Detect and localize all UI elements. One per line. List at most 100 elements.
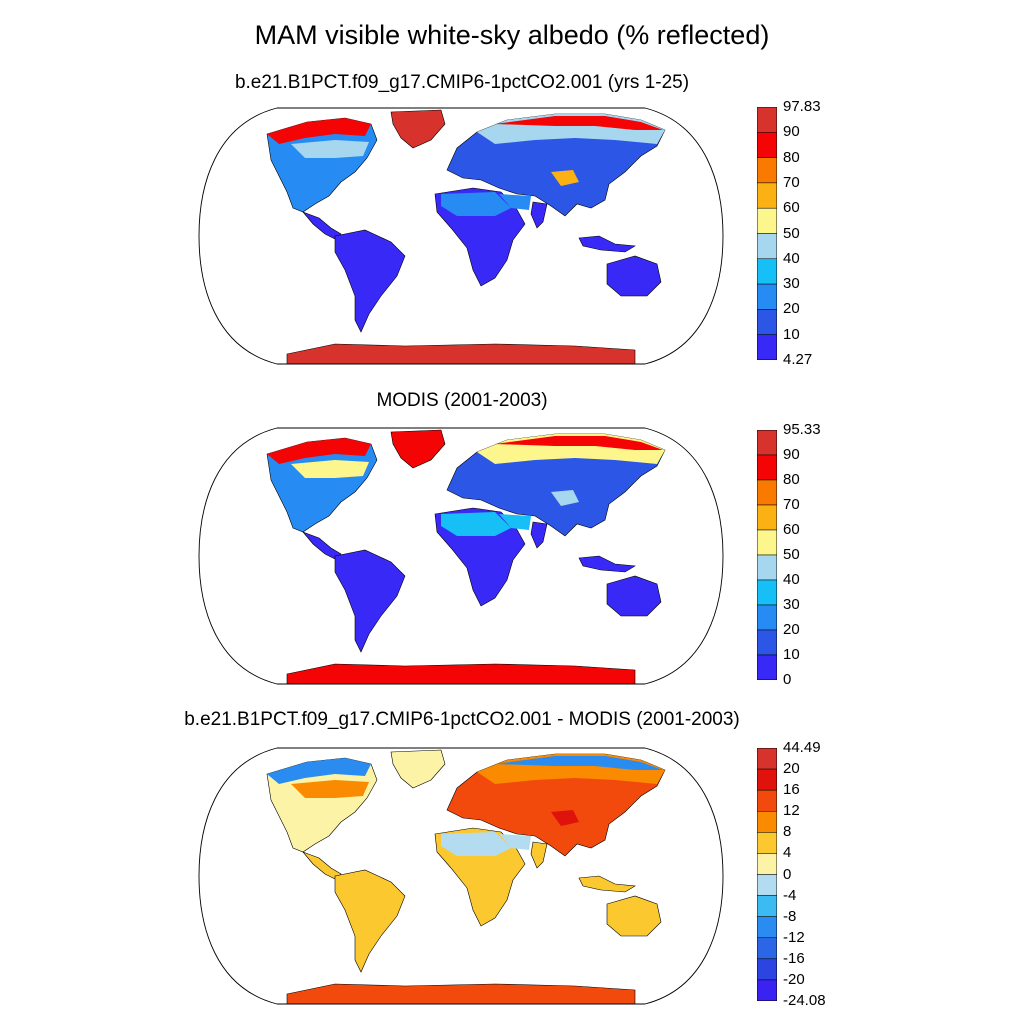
sahara-region [441,512,511,536]
colorbar-tick-label: 20 [783,760,800,778]
colorbar-tick-label: 60 [783,199,800,217]
india [530,521,548,549]
colorbar-tick-label: -12 [783,928,805,946]
colorbar-box [757,529,777,556]
colorbar-box [757,554,777,581]
colorbar-box [757,768,777,791]
south-america [334,549,406,653]
colorbar-tick-label: 4 [783,844,792,862]
panel-1-map [198,107,724,365]
colorbar-box [757,233,777,260]
tibetan-plateau [551,810,579,826]
colorbar-box [757,157,777,184]
greenland [390,109,446,149]
colorbar-box [757,937,777,960]
colorbar-tick-label: -16 [783,949,805,967]
panel-2-colorbar [757,430,777,680]
map-frame [198,427,724,685]
indonesia [578,875,636,893]
north-america-arctic-fringe [267,118,371,144]
colorbar-tick-label: 60 [783,521,800,538]
colorbar-tick-label: 44.49 [783,739,821,756]
colorbar-box [757,479,777,506]
north-america-high-band [291,140,369,158]
australia [606,575,662,617]
colorbar-box [757,654,777,680]
colorbar-tick-label: 80 [783,148,800,166]
colorbar-box [757,430,777,456]
sahara-region [441,832,511,856]
north-america-arctic-fringe [267,758,371,784]
colorbar-box [757,874,777,896]
antarctica [286,343,636,364]
tibetan-plateau [551,170,579,186]
indonesia [578,555,636,573]
colorbar-tick-label: 8 [783,823,792,841]
colorbar-tick-label: 12 [783,802,800,820]
panel-2-subtitle: MODIS (2001-2003) [376,390,548,411]
colorbar-box [757,789,777,812]
australia [606,895,662,937]
colorbar-box [757,748,777,770]
colorbar-box [757,853,777,875]
colorbar-tick-label: -20 [783,970,805,988]
colorbar-tick-label: 10 [783,646,800,663]
colorbar-tick-label: 95.33 [783,421,821,438]
sahara-region [441,192,511,216]
colorbar-tick-label: 10 [783,325,800,343]
map-frame [198,107,724,365]
colorbar-box [757,309,777,335]
north-america-high-band [291,780,369,798]
colorbar-tick-label: 16 [783,781,800,799]
eurasia-arctic-fringe [495,756,663,770]
australia [606,255,662,297]
antarctica [286,983,636,1004]
colorbar-tick-label: 0 [783,865,792,883]
colorbar-box [757,207,777,234]
north-america-arctic-fringe [267,438,371,464]
colorbar-tick-label: -8 [783,907,797,925]
antarctica [286,663,636,684]
colorbar-box [757,832,777,854]
eurasia-arctic-fringe [495,116,663,130]
figure-title: MAM visible white-sky albedo (% reflecte… [254,20,770,50]
colorbar-box [757,504,777,531]
colorbar-box [757,604,777,631]
colorbar-tick-label: 30 [783,596,800,613]
panel-3-colorbar [757,748,777,1001]
colorbar-box [757,182,777,209]
panel-1-subtitle: b.e21.B1PCT.f09_g17.CMIP6-1pctCO2.001 (y… [234,72,690,93]
colorbar-tick-label: 80 [783,471,800,488]
colorbar-tick-label: 90 [783,123,800,141]
panel-2-map [198,427,724,685]
south-america [334,869,406,973]
colorbar-tick-label: 97.83 [783,98,821,115]
arabia-region [499,514,531,530]
colorbar-box [757,811,777,833]
india [530,841,548,869]
colorbar-box [757,895,777,917]
panel-3-map [198,747,724,1005]
tibetan-plateau [551,490,579,506]
colorbar-tick-label: -4 [783,886,797,904]
panel-3-subtitle: b.e21.B1PCT.f09_g17.CMIP6-1pctCO2.001 - … [184,709,740,730]
colorbar-tick-label: 70 [783,173,800,191]
arabia-region [499,834,531,850]
colorbar-tick-label: -24.08 [783,992,826,1009]
colorbar-tick-label: 20 [783,621,800,638]
colorbar-tick-label: 90 [783,446,800,463]
map-frame [198,747,724,1005]
colorbar-box [757,579,777,606]
greenland [390,429,446,469]
colorbar-box [757,979,777,1001]
colorbar-box [757,958,777,981]
colorbar-box [757,132,777,158]
colorbar-box [757,334,777,360]
south-america [334,229,406,333]
panel-1-colorbar [757,107,777,360]
colorbar-box [757,916,777,939]
greenland [390,749,446,789]
colorbar-tick-label: 4.27 [783,351,813,368]
colorbar-tick-label: 30 [783,275,800,293]
eurasia-arctic-fringe [495,436,663,450]
